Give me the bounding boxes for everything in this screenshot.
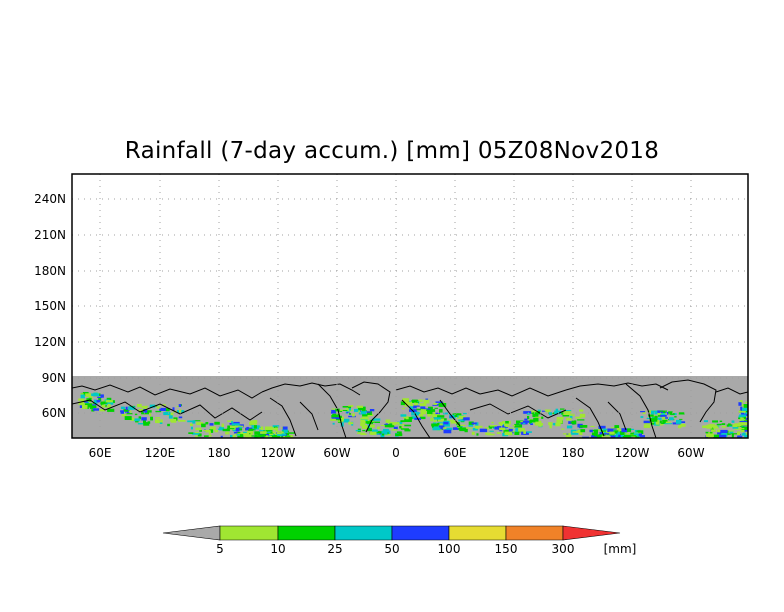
lon-label: 60W [323,446,350,460]
grid-lines [72,174,748,438]
lon-label: 120E [499,446,530,460]
legend-label: 25 [327,542,342,556]
lon-label: 0 [392,446,400,460]
legend-label: 5 [216,542,224,556]
legend-label: 50 [384,542,399,556]
legend-label: 300 [552,542,575,556]
legend-label: 100 [438,542,461,556]
legend-label: 10 [270,542,285,556]
lat-label: 150N [34,299,66,313]
rainfall-field [78,392,748,438]
lon-label: 180 [562,446,585,460]
lat-label: 60N [42,406,66,420]
plot-frame [71,173,749,439]
lat-label: 240N [34,192,66,206]
legend-unit: [mm] [604,542,637,556]
lon-label: 60E [444,446,467,460]
lat-label: 180N [34,264,66,278]
lat-label: 90N [42,371,66,385]
lon-label: 120W [615,446,650,460]
lat-label: 120N [34,335,66,349]
lon-label: 60W [677,446,704,460]
lon-label: 180 [208,446,231,460]
legend-label: 150 [495,542,518,556]
lat-label: 210N [34,228,66,242]
legend-colorbar [162,525,621,541]
lon-label: 120E [145,446,176,460]
lon-label: 60E [89,446,112,460]
coastlines [72,379,748,438]
lon-label: 120W [261,446,296,460]
map-title: Rainfall (7-day accum.) [mm] 05Z08Nov201… [124,138,660,164]
